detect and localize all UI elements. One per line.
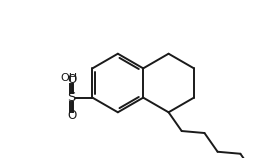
Text: OH: OH (61, 73, 78, 83)
Text: S: S (67, 91, 76, 104)
Text: O: O (67, 73, 76, 86)
Text: O: O (67, 109, 76, 122)
